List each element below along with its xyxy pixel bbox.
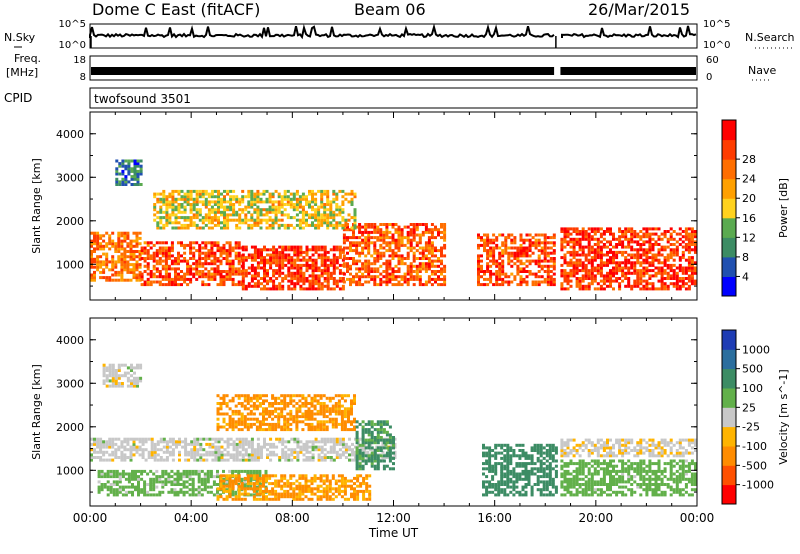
cpid-program: twofsound 3501 bbox=[94, 92, 191, 106]
echo-band-7 bbox=[560, 459, 697, 497]
echo-band-8 bbox=[560, 438, 697, 458]
freq-frame bbox=[89, 55, 698, 81]
x-axis-label: Time UT bbox=[368, 526, 419, 540]
echo-band-4 bbox=[102, 363, 143, 388]
colorbar-tick-label: -100 bbox=[742, 440, 767, 453]
date-label: 26/Mar/2015 bbox=[588, 0, 691, 19]
colorbar-segment bbox=[722, 330, 736, 350]
colorbar-segment bbox=[722, 465, 736, 486]
freq-tick-top: 18 bbox=[73, 55, 86, 66]
nsky-trace bbox=[89, 23, 697, 40]
colorbar-segment bbox=[722, 276, 736, 297]
echo-band-5 bbox=[355, 420, 395, 471]
colorbar-tick-label: 28 bbox=[742, 153, 756, 166]
colorbar-segment bbox=[722, 217, 736, 238]
colorbar-segment bbox=[722, 388, 736, 408]
colorbar-tick-label: 20 bbox=[742, 192, 756, 205]
power-cells bbox=[90, 159, 697, 291]
freq-label-top: Freq. bbox=[14, 52, 41, 65]
colorbar-segment bbox=[722, 256, 736, 277]
echo-band-0 bbox=[90, 231, 142, 282]
colorbar-label: Power [dB] bbox=[777, 178, 790, 238]
colorbar-tick-label: 12 bbox=[742, 231, 756, 244]
echo-band-5 bbox=[115, 159, 143, 186]
nsky-label: N.Sky bbox=[4, 31, 36, 44]
x-tick-label: 12:00 bbox=[376, 511, 411, 525]
echo-band-4 bbox=[153, 189, 357, 230]
y-tick-label: 4000 bbox=[56, 128, 84, 141]
freq-bar-2 bbox=[560, 67, 696, 75]
colorbar-segment bbox=[722, 237, 736, 258]
y-tick-label: 2000 bbox=[56, 421, 84, 434]
velocity-cells bbox=[90, 363, 697, 501]
colorbar-segment bbox=[722, 120, 736, 141]
colorbar-frame bbox=[721, 119, 737, 297]
nave-tick-top: 60 bbox=[706, 55, 719, 66]
colorbar-tick-label: 500 bbox=[742, 363, 763, 376]
colorbar-segment bbox=[722, 446, 736, 466]
echo-band-7 bbox=[560, 227, 697, 291]
x-tick-label: 16:00 bbox=[477, 511, 512, 525]
y-tick-label: 4000 bbox=[56, 334, 84, 347]
colorbar-tick-label: 100 bbox=[742, 382, 763, 395]
y-tick-label: 2000 bbox=[56, 215, 84, 228]
colorbar-segment bbox=[722, 139, 736, 160]
echo-band-1 bbox=[140, 241, 244, 287]
x-tick-label: 00:00 bbox=[73, 511, 108, 525]
velocity-panel bbox=[89, 317, 740, 507]
colorbar-label: Velocity [m s^-1] bbox=[777, 369, 790, 464]
nsky-tick-bottom: 10^0 bbox=[59, 40, 86, 51]
y-axis-label: Slant Range [km] bbox=[30, 158, 43, 254]
freq-label-bottom: [MHz] bbox=[6, 66, 38, 79]
colorbar-tick-label: -500 bbox=[742, 459, 767, 472]
nsearch-tick-top: 10^5 bbox=[703, 19, 730, 30]
echo-band-1 bbox=[90, 437, 397, 462]
nsearch-tick-bottom: 10^0 bbox=[703, 40, 730, 51]
colorbar-segment bbox=[722, 426, 736, 447]
nsky-tick-top: 10^5 bbox=[59, 19, 86, 30]
colorbar-segment bbox=[722, 407, 736, 428]
colorbar-tick-label: 1000 bbox=[742, 343, 770, 356]
colorbar-segment bbox=[722, 198, 736, 219]
colorbar-tick-label: -25 bbox=[742, 421, 760, 434]
x-tick-label: 00:00 bbox=[680, 511, 715, 525]
colorbar-segment bbox=[722, 159, 736, 180]
nsearch-label: N.Search bbox=[745, 31, 795, 44]
y-axis-label: Slant Range [km] bbox=[30, 364, 43, 460]
freq-bar-1 bbox=[91, 67, 555, 75]
colorbar-tick-label: 8 bbox=[742, 251, 749, 264]
colorbar-tick-label: 16 bbox=[742, 212, 756, 225]
colorbar-tick-label: 25 bbox=[742, 401, 756, 414]
cpid-frame bbox=[89, 87, 698, 109]
nave-tick-bottom: 0 bbox=[706, 72, 712, 83]
echo-band-2 bbox=[241, 245, 345, 291]
x-tick-label: 04:00 bbox=[174, 511, 209, 525]
colorbar-tick-label: 24 bbox=[742, 173, 756, 186]
x-tick-label: 08:00 bbox=[275, 511, 310, 525]
cpid-label: CPID bbox=[4, 91, 32, 105]
y-tick-label: 3000 bbox=[56, 377, 84, 390]
echo-band-3 bbox=[216, 474, 372, 501]
colorbar-segment bbox=[722, 178, 736, 199]
x-tick-label: 20:00 bbox=[579, 511, 614, 525]
freq-tick-bottom: 8 bbox=[80, 72, 86, 83]
echo-band-6 bbox=[477, 233, 556, 287]
nave-label: Nave bbox=[748, 64, 776, 77]
y-tick-label: 1000 bbox=[56, 464, 84, 477]
colorbar-tick-label: 4 bbox=[742, 270, 749, 283]
colorbar-segment bbox=[722, 349, 736, 370]
y-tick-label: 3000 bbox=[56, 171, 84, 184]
beam-label: Beam 06 bbox=[354, 0, 426, 19]
colorbar-tick-label: -1000 bbox=[742, 479, 774, 492]
echo-band-2 bbox=[216, 394, 356, 432]
colorbar-segment bbox=[722, 368, 736, 389]
echo-band-6 bbox=[482, 443, 558, 497]
figure-title: Dome C East (fitACF) bbox=[92, 0, 261, 19]
echo-band-3 bbox=[342, 223, 447, 287]
y-tick-label: 1000 bbox=[56, 258, 84, 271]
power-panel bbox=[89, 111, 740, 301]
colorbar-frame bbox=[721, 329, 737, 505]
colorbar-segment bbox=[722, 484, 736, 505]
